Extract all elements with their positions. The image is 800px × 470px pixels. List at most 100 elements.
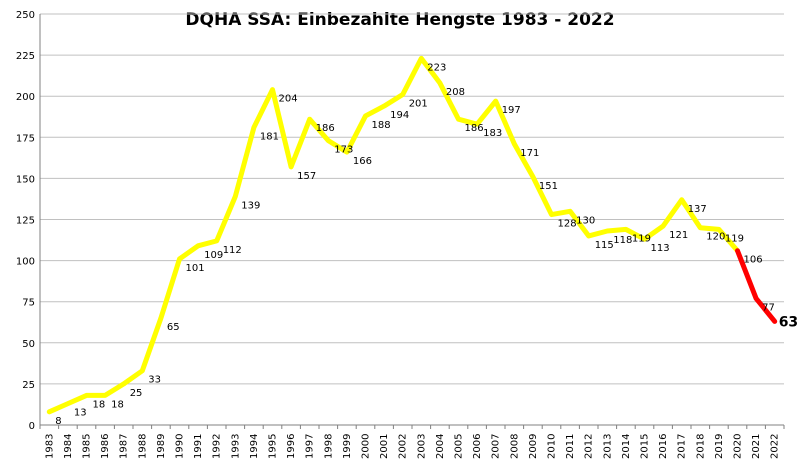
x-tick-label: 2003 [416, 434, 427, 459]
data-label: 186 [465, 123, 484, 134]
data-label: 121 [669, 230, 688, 241]
data-label: 128 [558, 219, 577, 230]
data-point [624, 227, 628, 231]
data-label: 208 [446, 87, 465, 98]
x-tick-label: 1996 [286, 434, 297, 459]
x-tick-label: 2014 [621, 434, 632, 459]
data-label: 25 [130, 388, 143, 399]
x-tick-label: 2008 [509, 434, 520, 459]
data-point [661, 224, 665, 228]
data-point [438, 81, 442, 85]
data-point [364, 114, 367, 118]
data-label: 201 [409, 99, 428, 110]
data-point [289, 165, 293, 169]
x-tick-label: 2021 [751, 434, 762, 459]
data-label: 77 [762, 302, 775, 313]
x-tick-label: 2006 [472, 434, 483, 459]
x-tick-label: 2005 [454, 434, 465, 459]
data-label: 115 [595, 240, 614, 251]
data-point [717, 227, 721, 231]
y-tick-label: 125 [16, 216, 35, 227]
x-tick-label: 1990 [175, 434, 186, 459]
data-point [494, 99, 498, 103]
data-point [568, 209, 572, 213]
data-point [85, 393, 88, 397]
x-tick-label: 2004 [435, 434, 446, 459]
data-label: 173 [334, 145, 353, 156]
data-point [605, 229, 609, 233]
data-label: 113 [651, 243, 670, 254]
x-tick-label: 2019 [714, 434, 725, 459]
data-label: 63 [779, 314, 798, 330]
x-tick-label: 2007 [491, 434, 502, 459]
x-tick-label: 2000 [361, 434, 372, 459]
data-point [47, 410, 51, 414]
x-tick-label: 2015 [640, 434, 651, 459]
x-tick-label: 1987 [119, 434, 130, 459]
data-point [550, 213, 553, 217]
y-tick-label: 75 [22, 298, 35, 309]
chart-title: DQHA SSA: Einbezahlte Hengste 1983 - 202… [185, 10, 615, 30]
data-label: 166 [353, 156, 372, 167]
x-tick-label: 1995 [268, 434, 279, 459]
x-tick-label: 2022 [770, 434, 781, 459]
x-tick-label: 1989 [156, 434, 167, 459]
data-label: 204 [279, 94, 298, 105]
data-label: 118 [613, 235, 632, 246]
x-tick-label: 2012 [584, 434, 595, 459]
data-point [159, 316, 163, 320]
data-label: 197 [502, 105, 521, 116]
data-point [103, 393, 107, 397]
data-point [345, 150, 349, 154]
x-tick-label: 2017 [677, 434, 688, 459]
x-tick-label: 2010 [547, 434, 558, 459]
x-tick-label: 1998 [323, 434, 334, 459]
data-label: 119 [632, 233, 651, 244]
data-point [401, 93, 405, 97]
x-tick-label: 1997 [305, 434, 316, 459]
y-tick-label: 225 [16, 51, 35, 62]
data-label: 137 [688, 204, 707, 215]
x-tick-label: 2018 [695, 434, 706, 459]
data-point [773, 319, 777, 323]
data-point [215, 239, 219, 243]
data-point [233, 194, 237, 198]
x-tick-label: 1985 [82, 434, 93, 459]
data-label: 194 [390, 110, 409, 121]
x-tick-label: 2009 [528, 434, 539, 459]
x-tick-label: 1983 [44, 434, 55, 459]
series-line [46, 55, 740, 415]
data-point [196, 244, 200, 248]
data-point [326, 139, 330, 143]
data-label: 18 [111, 399, 124, 410]
y-tick-label: 250 [16, 10, 35, 21]
data-point [457, 117, 460, 121]
x-tick-label: 1986 [100, 434, 111, 459]
data-label: 130 [576, 215, 595, 226]
data-label: 223 [427, 62, 446, 73]
data-point [308, 117, 312, 121]
data-label: 171 [520, 148, 539, 159]
data-label: 157 [297, 171, 316, 182]
x-tick-label: 2020 [733, 434, 744, 459]
data-label: 186 [316, 123, 335, 134]
data-label: 188 [372, 120, 391, 131]
data-label: 13 [74, 408, 87, 419]
data-point [419, 56, 423, 60]
data-label: 119 [725, 233, 744, 244]
x-tick-label: 1984 [63, 434, 74, 459]
y-tick-label: 0 [29, 421, 35, 432]
data-label: 18 [93, 399, 106, 410]
data-point [382, 104, 386, 108]
y-tick-label: 100 [16, 257, 35, 268]
data-label: 65 [167, 322, 180, 333]
data-point [736, 249, 739, 253]
x-tick-label: 2001 [379, 434, 390, 459]
data-label: 183 [483, 128, 502, 139]
data-point [475, 122, 479, 126]
data-point [698, 226, 702, 230]
data-point [754, 296, 758, 300]
y-tick-label: 150 [16, 174, 35, 185]
